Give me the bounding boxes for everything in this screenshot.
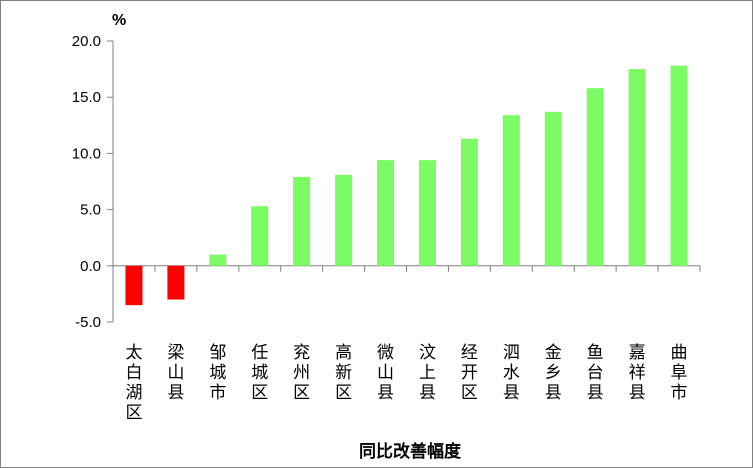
- bar-4: [251, 206, 269, 266]
- y-unit-label: %: [112, 12, 126, 29]
- bar-1: [125, 265, 143, 306]
- bar-8: [418, 160, 436, 266]
- x-category-label: 梁山县: [167, 343, 184, 403]
- x-category-label: 曲阜市: [671, 343, 688, 403]
- x-category-label: 高新区: [335, 343, 352, 403]
- x-category-label: 邹城市: [209, 343, 226, 403]
- bar-14: [670, 65, 688, 266]
- x-category-label: 嘉祥县: [629, 343, 646, 403]
- bar-3: [209, 254, 227, 266]
- y-tick-label: 0.0: [80, 258, 101, 275]
- bar-13: [628, 69, 646, 266]
- x-category-label: 鱼台县: [587, 343, 604, 403]
- bar-5: [293, 177, 311, 266]
- y-tick-label: 5.0: [80, 202, 101, 219]
- x-category-label: 金乡县: [545, 343, 562, 403]
- bar-6: [335, 174, 353, 266]
- y-tick-label: 15.0: [72, 89, 101, 106]
- x-category-label: 经开区: [461, 343, 478, 403]
- x-category-labels: 太白湖区 梁山县 邹城市 任城区 兖州区 高新区 微山县 汶上县 经开区 泗水县 金乡县 鱼台县 嘉祥县…: [125, 343, 687, 423]
- bar-12: [586, 88, 604, 266]
- bar-9: [460, 138, 478, 266]
- y-tick-labels: 20.0 15.0 10.0 5.0 0.0 -5.0: [72, 33, 101, 331]
- bars: [125, 65, 688, 306]
- bar-7: [377, 160, 395, 266]
- x-category-label: 微山县: [377, 343, 394, 403]
- x-category-label: 兖州区: [293, 343, 310, 403]
- x-category-label: 汶上县: [419, 343, 436, 403]
- bar-2: [167, 265, 185, 300]
- axes: [107, 40, 701, 323]
- y-tick-label: -5.0: [75, 314, 101, 331]
- x-category-label: 太白湖区: [125, 343, 142, 423]
- x-category-label: 任城区: [251, 343, 268, 403]
- y-tick-label: 20.0: [72, 33, 101, 50]
- x-category-label: 泗水县: [503, 343, 520, 403]
- bar-11: [544, 111, 562, 266]
- bar-10: [502, 115, 520, 266]
- y-tick-label: 10.0: [72, 145, 101, 162]
- x-axis-title: 同比改善幅度: [359, 441, 462, 462]
